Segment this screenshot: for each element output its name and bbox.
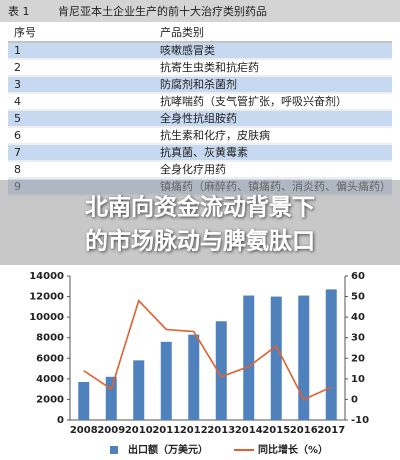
cell: 全身化疗用药 — [160, 162, 226, 176]
bar — [215, 321, 227, 420]
x-tick-label: 2012 — [180, 425, 208, 436]
x-tick-label: 2016 — [290, 425, 318, 436]
chart: 0 2000 4000 6000 8000 10000 12000 14000 -10 0 10 20… — [29, 271, 369, 456]
cell: 2 — [14, 61, 21, 74]
y2-tick-label: 10 — [351, 374, 365, 385]
cell: 抗哮喘药（支气管扩张，呼吸兴奋剂） — [160, 94, 347, 108]
cell: 抗真菌、灰黄霉素 — [160, 145, 248, 159]
cell: 防腐剂和杀菌剂 — [160, 77, 237, 91]
y-tick-label: 10000 — [29, 312, 64, 323]
x-tick-label: 2015 — [262, 425, 290, 436]
table-caption: 表 1 — [8, 4, 30, 18]
row-highlight — [8, 145, 392, 160]
bar — [270, 296, 282, 420]
y-tick-label: 6000 — [36, 353, 64, 364]
x-tick-label: 2010 — [125, 425, 153, 436]
row-highlight — [8, 77, 392, 92]
bar — [298, 295, 310, 420]
line — [83, 299, 332, 401]
column-header: 产品类别 — [160, 25, 204, 39]
y2-tick-label: 50 — [351, 292, 365, 303]
y-tick-label: 0 — [57, 415, 64, 426]
cell: 4 — [14, 95, 21, 108]
bar — [325, 289, 337, 420]
bar — [160, 341, 172, 420]
cell: 5 — [14, 112, 21, 125]
y2-tick-label: 30 — [351, 333, 365, 344]
y-tick-label: 14000 — [29, 271, 64, 282]
y2-tick-label: 40 — [351, 312, 365, 323]
table-title: 肯尼亚本土企业生产的前十大治疗类别药品 — [58, 4, 267, 18]
cell: 1 — [14, 44, 21, 57]
x-tick-label: 2014 — [235, 425, 263, 436]
x-tick-label: 2009 — [97, 425, 125, 436]
x-tick-label: 2013 — [207, 425, 235, 436]
y-tick-label: 12000 — [29, 292, 64, 303]
y-tick-label: 4000 — [36, 374, 64, 385]
row-highlight — [8, 43, 392, 58]
x-tick-label: 2008 — [70, 425, 98, 436]
column-header: 序号 — [14, 25, 36, 39]
cell: 全身性抗组胺药 — [160, 111, 237, 125]
y2-tick-label: -10 — [351, 415, 369, 426]
x-tick-label: 2011 — [152, 425, 180, 436]
bar — [78, 381, 90, 420]
legend-label: 出口额（万美元） — [128, 443, 208, 456]
cell: 抗生素和化疗，皮肤病 — [160, 128, 270, 142]
cell: 抗寄生虫类和抗疟药 — [160, 60, 259, 74]
y2-tick-label: 20 — [351, 353, 365, 364]
bar — [105, 376, 117, 420]
row-highlight — [8, 111, 392, 126]
cell: 6 — [14, 129, 21, 142]
legend-swatch — [110, 446, 118, 454]
cell: 7 — [14, 146, 21, 159]
cell: 咳嗽感冒类 — [160, 43, 215, 57]
y2-tick-label: 0 — [351, 394, 358, 405]
bar — [243, 295, 255, 420]
overlay-title: 北南向资金流动背景下 — [85, 194, 315, 221]
overlay-band — [0, 180, 400, 265]
overlay-title: 的市场脉动与脾氨肽口 — [85, 228, 315, 255]
cell: 8 — [14, 163, 21, 176]
y2-tick-label: 60 — [351, 271, 365, 282]
table-body: 1 咳嗽感冒类 2 抗寄生虫类和抗疟药 3 防腐剂和杀菌剂 4 抗哮喘药（支气管扩张，呼吸兴奋… — [8, 43, 392, 196]
bar — [133, 360, 145, 420]
legend-label: 同比增长（%） — [258, 443, 328, 456]
x-tick-label: 2017 — [317, 425, 345, 436]
cell: 3 — [14, 78, 21, 91]
y-tick-label: 2000 — [36, 394, 64, 405]
table-header-bar — [0, 0, 400, 22]
y-tick-label: 8000 — [36, 333, 64, 344]
bar — [188, 334, 200, 420]
